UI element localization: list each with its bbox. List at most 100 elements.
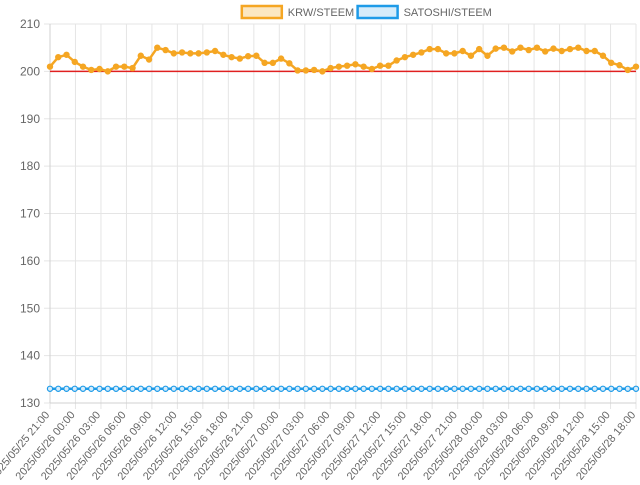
data-point xyxy=(244,53,252,60)
data-point xyxy=(401,385,409,392)
data-point xyxy=(376,385,384,392)
data-point xyxy=(418,49,425,56)
data-point xyxy=(104,68,111,75)
data-point xyxy=(385,62,392,69)
data-point xyxy=(624,385,631,392)
data-point xyxy=(509,385,516,392)
data-point xyxy=(277,385,285,392)
data-point xyxy=(121,385,128,392)
data-point xyxy=(178,385,186,392)
data-point xyxy=(154,44,161,51)
data-point xyxy=(253,52,260,59)
data-point xyxy=(352,61,359,68)
data-point xyxy=(393,57,400,64)
data-point xyxy=(401,53,409,61)
y-tick-label: 160 xyxy=(20,254,40,268)
data-point xyxy=(335,63,343,70)
data-point xyxy=(368,65,376,73)
data-point xyxy=(228,385,235,392)
y-tick-label: 210 xyxy=(20,17,40,31)
data-point xyxy=(145,56,153,63)
data-point xyxy=(96,385,103,392)
data-point xyxy=(71,58,78,66)
data-point xyxy=(475,45,483,53)
data-point xyxy=(599,385,607,392)
data-point xyxy=(96,65,103,73)
data-point xyxy=(484,52,491,59)
data-point xyxy=(79,385,87,392)
legend-label: SATOSHI/STEEM xyxy=(404,7,492,19)
legend-label: KRW/STEEM xyxy=(288,7,354,19)
data-point xyxy=(376,62,384,69)
data-point xyxy=(451,50,458,57)
data-point xyxy=(88,66,95,74)
data-point xyxy=(475,385,483,392)
data-point xyxy=(277,55,285,62)
data-point xyxy=(591,47,598,55)
data-point xyxy=(195,50,202,57)
data-point xyxy=(525,385,532,392)
data-point xyxy=(608,385,615,392)
data-point xyxy=(129,64,136,72)
data-point xyxy=(112,385,120,392)
data-point xyxy=(294,67,301,74)
data-point xyxy=(55,385,62,392)
data-point xyxy=(599,52,607,59)
data-point xyxy=(244,385,252,392)
data-point xyxy=(517,44,524,51)
data-point xyxy=(426,45,433,53)
data-point xyxy=(286,60,293,67)
y-tick-label: 170 xyxy=(20,207,40,221)
data-point xyxy=(211,47,219,55)
data-point xyxy=(203,385,211,392)
y-tick-label: 200 xyxy=(20,64,40,78)
data-point xyxy=(335,385,343,392)
data-point xyxy=(319,385,326,392)
data-point xyxy=(104,385,111,392)
data-point xyxy=(492,45,499,52)
data-point xyxy=(154,385,161,392)
data-point xyxy=(269,385,277,392)
data-point xyxy=(302,385,310,392)
data-point xyxy=(418,385,425,392)
data-point xyxy=(112,63,120,70)
data-point xyxy=(360,63,367,70)
y-tick-label: 190 xyxy=(20,112,40,126)
data-point xyxy=(310,385,318,392)
data-point xyxy=(558,385,565,392)
data-point xyxy=(327,385,334,392)
data-point xyxy=(426,385,433,392)
data-point xyxy=(294,385,301,392)
data-point xyxy=(467,52,475,59)
data-point xyxy=(55,53,62,61)
data-point xyxy=(451,385,458,392)
data-point xyxy=(575,44,582,51)
data-point xyxy=(137,52,144,59)
data-point xyxy=(162,46,169,54)
data-point xyxy=(211,385,219,392)
data-point xyxy=(46,385,54,392)
data-point xyxy=(434,45,442,53)
data-point xyxy=(129,385,136,392)
data-point xyxy=(583,47,590,55)
grid xyxy=(44,23,637,409)
legend-swatch xyxy=(240,4,284,20)
y-axis: 130 140 150 160 170 180 190 200 210 xyxy=(20,17,51,410)
series-layer xyxy=(46,44,640,392)
data-point xyxy=(550,385,557,392)
data-point xyxy=(170,50,177,57)
data-point xyxy=(236,385,244,392)
data-point xyxy=(632,385,640,392)
data-point xyxy=(533,385,541,392)
data-point xyxy=(220,51,227,58)
data-point xyxy=(178,49,186,56)
data-point xyxy=(616,62,623,69)
data-point xyxy=(409,51,417,58)
data-point xyxy=(79,63,87,70)
data-point xyxy=(632,63,640,70)
series-2 xyxy=(46,385,640,392)
data-point xyxy=(517,385,524,392)
y-tick-label: 130 xyxy=(20,396,40,410)
data-point xyxy=(253,385,260,392)
